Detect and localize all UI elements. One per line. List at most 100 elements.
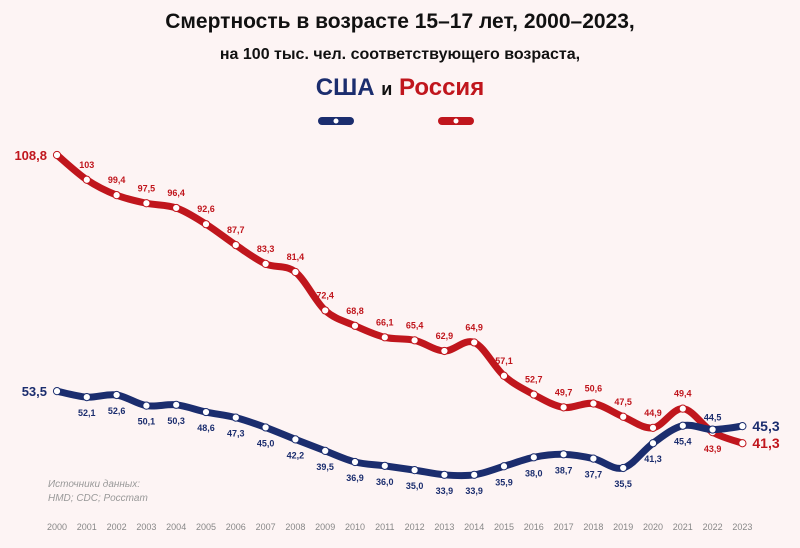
data-label-usa: 41,3 bbox=[644, 454, 662, 464]
data-point-usa bbox=[499, 462, 509, 471]
x-tick-label: 2022 bbox=[703, 522, 723, 532]
data-point-russia bbox=[82, 175, 91, 184]
data-label-russia: 62,9 bbox=[436, 331, 454, 341]
data-point-usa bbox=[410, 466, 419, 475]
chart-title: Смертность в возрасте 15–17 лет, 2000–20… bbox=[165, 10, 635, 33]
data-point-usa bbox=[321, 446, 330, 456]
data-point-russia bbox=[172, 203, 181, 213]
legend-swatch-dot-usa bbox=[333, 118, 339, 124]
data-label-russia: 68,8 bbox=[346, 306, 364, 316]
data-label-usa: 39,5 bbox=[316, 462, 334, 472]
data-point-usa bbox=[52, 387, 62, 396]
data-label-russia: 65,4 bbox=[406, 320, 424, 330]
legend-russia: Россия bbox=[398, 74, 485, 101]
data-point-russia bbox=[440, 346, 449, 356]
data-label-usa: 35,5 bbox=[614, 479, 632, 489]
data-label-usa: 45,3 bbox=[752, 418, 779, 434]
x-tick-label: 2018 bbox=[583, 522, 603, 532]
data-label-usa: 33,9 bbox=[465, 486, 483, 496]
data-label-russia: 64,9 bbox=[465, 322, 483, 332]
data-label-russia: 97,5 bbox=[138, 183, 156, 193]
data-label-russia: 44,9 bbox=[644, 408, 662, 418]
x-tick-label: 2013 bbox=[434, 522, 454, 532]
data-point-usa bbox=[350, 457, 360, 467]
x-tick-label: 2023 bbox=[732, 522, 752, 532]
data-label-russia: 81,4 bbox=[287, 252, 305, 262]
data-label-russia: 83,3 bbox=[257, 244, 275, 254]
data-label-russia: 50,6 bbox=[585, 384, 603, 394]
data-point-russia bbox=[380, 333, 389, 342]
data-point-usa bbox=[112, 390, 121, 400]
data-point-russia bbox=[738, 439, 747, 448]
x-tick-label: 2006 bbox=[226, 522, 246, 532]
legend-swatch-dot-russia bbox=[453, 118, 459, 124]
data-label-russia: 52,7 bbox=[525, 375, 543, 385]
data-point-usa bbox=[440, 470, 449, 479]
source-line-1: Источники данных: bbox=[48, 479, 141, 490]
data-point-russia bbox=[112, 191, 121, 200]
source-note: Источники данных: HMD; CDC; Росстат bbox=[48, 478, 148, 506]
x-tick-label: 2005 bbox=[196, 522, 216, 532]
data-point-russia bbox=[142, 199, 151, 208]
x-tick-label: 2004 bbox=[166, 522, 186, 532]
data-point-usa bbox=[619, 463, 628, 473]
data-label-usa: 47,3 bbox=[227, 429, 245, 439]
data-label-usa: 36,9 bbox=[346, 473, 364, 483]
data-label-usa: 48,6 bbox=[197, 423, 215, 433]
data-point-usa bbox=[231, 413, 240, 422]
data-point-usa bbox=[172, 400, 181, 409]
data-label-usa: 42,2 bbox=[287, 450, 305, 460]
data-label-russia: 103 bbox=[79, 160, 94, 170]
series-line-russia bbox=[53, 151, 746, 447]
data-label-usa: 33,9 bbox=[436, 486, 454, 496]
data-point-usa bbox=[648, 439, 658, 448]
data-point-russia bbox=[678, 404, 687, 413]
x-tick-label: 2009 bbox=[315, 522, 335, 532]
legend-title: США и Россия bbox=[0, 74, 800, 102]
legend-and: и bbox=[381, 79, 393, 99]
data-label-russia: 41,3 bbox=[752, 435, 779, 451]
data-point-usa bbox=[738, 422, 747, 431]
data-label-russia: 87,7 bbox=[227, 225, 245, 235]
series-line-usa bbox=[53, 387, 746, 480]
data-label-russia: 49,7 bbox=[555, 387, 573, 397]
x-tick-label: 2012 bbox=[405, 522, 425, 532]
data-point-russia bbox=[201, 220, 211, 229]
data-point-usa bbox=[380, 461, 389, 470]
data-label-usa: 37,7 bbox=[585, 470, 603, 480]
x-tick-label: 2000 bbox=[47, 522, 67, 532]
data-label-usa: 38,7 bbox=[555, 465, 573, 475]
data-label-russia: 99,4 bbox=[108, 175, 126, 185]
x-tick-label: 2007 bbox=[256, 522, 276, 532]
x-tick-label: 2002 bbox=[107, 522, 127, 532]
data-label-usa: 50,3 bbox=[167, 416, 185, 426]
data-label-russia: 47,5 bbox=[614, 397, 632, 407]
x-tick-label: 2015 bbox=[494, 522, 514, 532]
data-point-usa bbox=[261, 423, 270, 432]
data-label-usa: 53,5 bbox=[22, 384, 47, 399]
data-point-usa bbox=[82, 393, 91, 402]
data-point-usa bbox=[589, 454, 598, 463]
x-tick-label: 2019 bbox=[613, 522, 633, 532]
data-label-usa: 44,5 bbox=[704, 413, 722, 423]
data-point-usa bbox=[142, 401, 151, 410]
data-point-russia bbox=[589, 399, 598, 408]
x-tick-label: 2014 bbox=[464, 522, 484, 532]
data-label-russia: 96,4 bbox=[167, 188, 185, 198]
x-tick-label: 2017 bbox=[554, 522, 574, 532]
data-label-usa: 35,9 bbox=[495, 477, 513, 487]
data-point-usa bbox=[559, 450, 568, 459]
data-point-russia bbox=[559, 403, 568, 412]
data-point-russia bbox=[410, 336, 419, 345]
data-point-russia bbox=[321, 306, 330, 315]
data-point-russia bbox=[350, 321, 360, 330]
data-point-usa bbox=[708, 425, 717, 434]
data-point-russia bbox=[470, 338, 479, 347]
data-point-russia bbox=[619, 412, 628, 421]
data-label-russia: 66,1 bbox=[376, 317, 394, 327]
x-tick-label: 2010 bbox=[345, 522, 365, 532]
data-point-russia bbox=[499, 371, 509, 380]
x-tick-label: 2020 bbox=[643, 522, 663, 532]
data-point-russia bbox=[261, 259, 270, 268]
data-label-usa: 52,1 bbox=[78, 408, 96, 418]
